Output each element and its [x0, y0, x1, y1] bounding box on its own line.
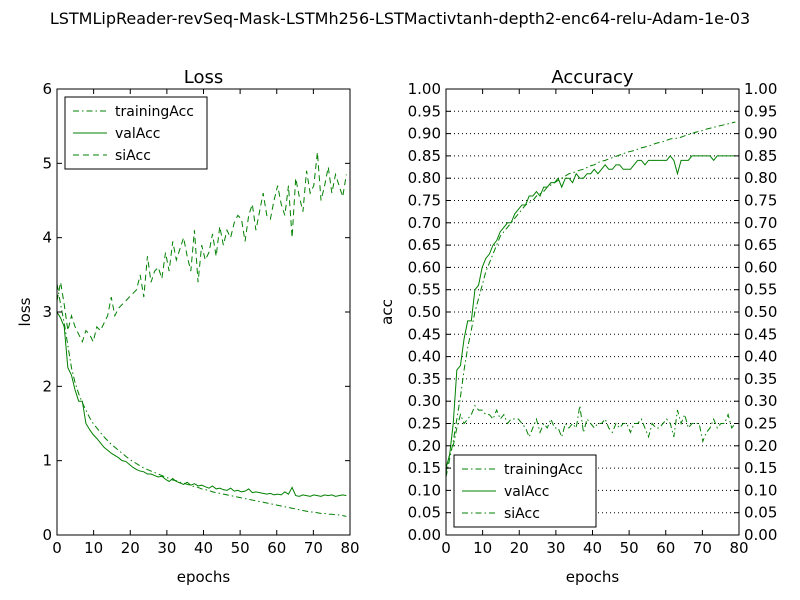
accuracy-ytick-label: 0.75	[408, 192, 441, 210]
loss-ytick-label: 4	[42, 229, 52, 247]
accuracy-ytick-label-right: 0.50	[744, 303, 777, 321]
loss-legend-label-valAcc: valAcc	[115, 126, 160, 142]
accuracy-xtick-label: 20	[510, 539, 529, 557]
accuracy-title: Accuracy	[551, 67, 634, 88]
accuracy-ytick-label-right: 0.10	[744, 481, 777, 499]
accuracy-series-siAcc	[445, 404, 736, 473]
accuracy-chart: 0 10 20 30 40 50 60 70 800.00 0.000.05 0.050.10 0.1…	[378, 67, 777, 586]
loss-xtick-label: 50	[231, 539, 250, 557]
accuracy-ytick-label: 0.20	[408, 437, 441, 455]
loss-xtick-label: 0	[52, 539, 62, 557]
accuracy-ytick-label: 0.90	[408, 125, 441, 143]
loss-legend-label-trainingAcc: trainingAcc	[115, 104, 194, 120]
loss-legend: trainingAcc valAcc siAcc	[64, 96, 208, 170]
accuracy-ytick-label: 0.40	[408, 348, 441, 366]
accuracy-ytick-label-right: 0.00	[744, 526, 777, 544]
loss-xtick-label: 40	[194, 539, 213, 557]
accuracy-ytick-label: 0.00	[408, 526, 441, 544]
accuracy-ylabel: acc	[378, 299, 396, 325]
accuracy-ytick-label-right: 0.60	[744, 258, 777, 276]
accuracy-xtick-label: 30	[546, 539, 565, 557]
loss-ytick-label: 0	[42, 526, 52, 544]
accuracy-xtick-label: 50	[620, 539, 639, 557]
loss-xlabel: epochs	[177, 568, 231, 586]
loss-series-valAcc	[56, 311, 347, 497]
accuracy-ytick-label-right: 0.45	[744, 325, 777, 343]
accuracy-ytick-label: 0.35	[408, 370, 441, 388]
accuracy-ytick-label: 0.95	[408, 102, 441, 120]
accuracy-ytick-label-right: 0.55	[744, 281, 777, 299]
accuracy-ytick-label: 0.70	[408, 214, 441, 232]
loss-xtick-label: 70	[304, 539, 323, 557]
loss-legend-label-siAcc: siAcc	[115, 148, 151, 164]
accuracy-ytick-label: 0.80	[408, 169, 441, 187]
accuracy-ytick-label: 0.30	[408, 392, 441, 410]
loss-series-siAcc	[56, 152, 347, 344]
accuracy-xtick-label: 70	[693, 539, 712, 557]
accuracy-ytick-label-right: 0.30	[744, 392, 777, 410]
accuracy-xtick-label: 80	[729, 539, 748, 557]
accuracy-ytick-label: 0.10	[408, 481, 441, 499]
loss-xtick-label: 10	[84, 539, 103, 557]
loss-title: Loss	[184, 67, 223, 88]
loss-ylabel: loss	[16, 297, 34, 326]
accuracy-ytick-label-right: 0.05	[744, 504, 777, 522]
loss-ytick-label: 3	[42, 303, 52, 321]
accuracy-ytick-label-right: 0.65	[744, 236, 777, 254]
accuracy-xtick-label: 10	[473, 539, 492, 557]
accuracy-ytick-label: 0.85	[408, 147, 441, 165]
accuracy-ytick-label-right: 0.25	[744, 415, 777, 433]
loss-ytick-label: 5	[42, 154, 52, 172]
loss-series-trainingAcc	[56, 283, 347, 517]
accuracy-ytick-label-right: 0.20	[744, 437, 777, 455]
loss-xtick-label: 20	[121, 539, 140, 557]
accuracy-legend-label-siAcc: siAcc	[504, 506, 540, 522]
accuracy-legend-label-valAcc: valAcc	[504, 484, 549, 500]
accuracy-ytick-label: 0.50	[408, 303, 441, 321]
accuracy-ytick-label-right: 0.85	[744, 147, 777, 165]
accuracy-ytick-label: 1.00	[408, 80, 441, 98]
accuracy-ytick-label-right: 0.40	[744, 348, 777, 366]
loss-xtick-label: 30	[157, 539, 176, 557]
accuracy-ytick-label-right: 0.35	[744, 370, 777, 388]
accuracy-ytick-label-right: 0.75	[744, 192, 777, 210]
accuracy-xtick-label: 60	[656, 539, 675, 557]
accuracy-ytick-label-right: 0.90	[744, 125, 777, 143]
loss-ytick-label: 6	[42, 80, 52, 98]
accuracy-ytick-label-right: 0.70	[744, 214, 777, 232]
accuracy-ytick-label: 0.15	[408, 459, 441, 477]
figure-suptitle: LSTMLipReader-revSeq-Mask-LSTMh256-LSTMa…	[50, 9, 750, 28]
accuracy-ytick-label: 0.65	[408, 236, 441, 254]
accuracy-xtick-label: 40	[583, 539, 602, 557]
accuracy-legend: trainingAcc valAcc siAcc	[453, 454, 597, 528]
loss-ytick-label: 1	[42, 452, 52, 470]
accuracy-ytick-label: 0.45	[408, 325, 441, 343]
accuracy-series-valAcc	[445, 155, 736, 469]
accuracy-ytick-label-right: 0.15	[744, 459, 777, 477]
accuracy-series-trainingAcc	[445, 121, 736, 478]
loss-ytick-label: 2	[42, 377, 52, 395]
loss-xtick-label: 60	[267, 539, 286, 557]
accuracy-ytick-label: 0.25	[408, 415, 441, 433]
accuracy-ytick-label-right: 0.80	[744, 169, 777, 187]
accuracy-ytick-label: 0.60	[408, 258, 441, 276]
loss-chart: 0 10 20 30 40 50 60 70 80 0 1 2 3 4 5 6 Loss epochs loss tr…	[16, 67, 360, 586]
accuracy-ytick-label-right: 0.95	[744, 102, 777, 120]
loss-xtick-label: 80	[340, 539, 359, 557]
accuracy-ytick-label-right: 1.00	[744, 80, 777, 98]
accuracy-xtick-label: 0	[441, 539, 451, 557]
accuracy-ytick-label: 0.05	[408, 504, 441, 522]
accuracy-ytick-label: 0.55	[408, 281, 441, 299]
accuracy-legend-label-trainingAcc: trainingAcc	[504, 462, 583, 478]
accuracy-xlabel: epochs	[566, 568, 620, 586]
